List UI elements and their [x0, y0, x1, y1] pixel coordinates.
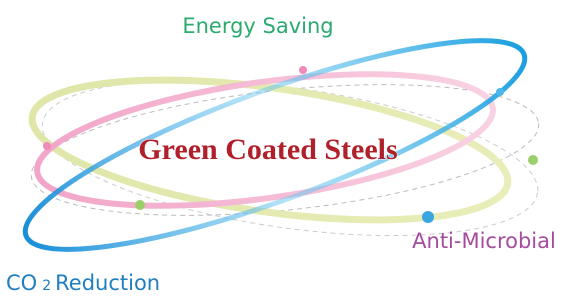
label-energy: Energy Saving	[182, 14, 333, 38]
co2-subscript: 2	[42, 278, 51, 294]
co2-suffix: Reduction	[55, 271, 160, 295]
dot	[528, 155, 538, 165]
dot	[422, 211, 434, 223]
label-microbial: Anti-Microbial	[412, 229, 556, 253]
dot	[43, 142, 51, 150]
dot	[299, 66, 307, 74]
dot	[135, 200, 145, 210]
diagram: Green Coated Steels Energy Saving Anti-M…	[0, 0, 581, 299]
co2-prefix: CO	[6, 271, 37, 295]
title: Green Coated Steels	[138, 133, 397, 166]
dot	[496, 88, 504, 96]
